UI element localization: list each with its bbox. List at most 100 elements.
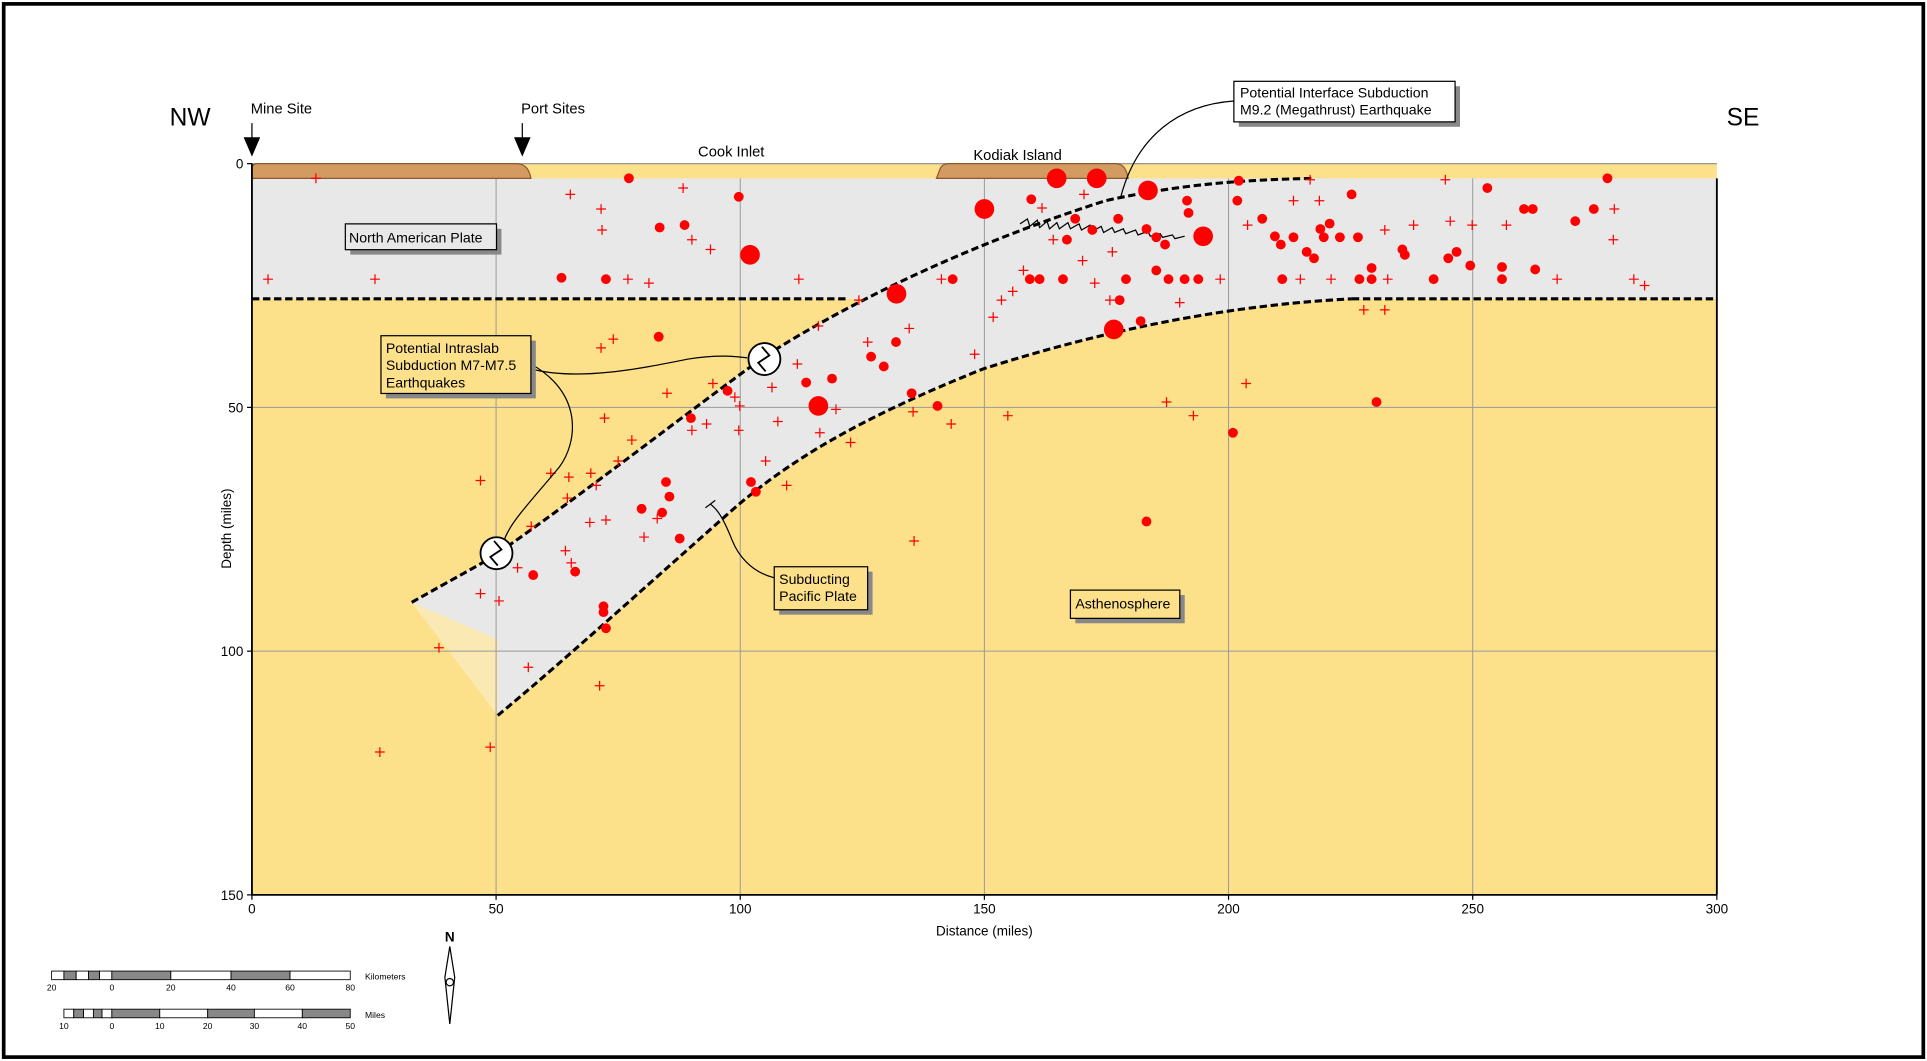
site-label: Mine Site <box>251 101 312 117</box>
quake-dot <box>1497 274 1507 284</box>
scale-segment <box>84 1009 94 1018</box>
quake-dot <box>1193 226 1213 246</box>
scale-tick-label: 40 <box>298 1021 308 1031</box>
quake-dot <box>686 413 696 423</box>
quake-dot <box>1232 196 1242 206</box>
quake-dot <box>1058 274 1068 284</box>
direction-label: NW <box>170 105 212 132</box>
quake-dot <box>570 567 580 577</box>
quake-dot <box>887 284 907 304</box>
quake-dot <box>1234 176 1244 186</box>
scale-segment <box>74 1009 84 1018</box>
place-label: Kodiak Island <box>973 148 1061 164</box>
scale-segment <box>64 1009 74 1018</box>
quake-dot <box>746 477 756 487</box>
quake-dot <box>1497 262 1507 272</box>
x-tick-label: 150 <box>973 901 996 916</box>
scale-tick-label: 0 <box>109 1021 114 1031</box>
quake-dot <box>1142 517 1152 527</box>
site-arrow <box>515 123 530 155</box>
quake-dot <box>723 386 733 396</box>
chart: Distance (miles) Depth (miles) 050100150… <box>0 0 1927 1061</box>
page: {"chart_data":{"type":"scatter", "xlabel… <box>0 0 1927 1061</box>
quake-dot <box>907 388 917 398</box>
scale-tick-label: 10 <box>155 1021 165 1031</box>
quake-dot <box>1589 204 1599 214</box>
plate-label: Asthenosphere <box>1075 596 1170 612</box>
quake-dot <box>665 492 675 502</box>
quake-dot <box>1309 253 1319 263</box>
quake-dot <box>734 192 744 202</box>
scale-segment <box>290 971 350 980</box>
quake-dot <box>1277 274 1287 284</box>
callout-text: M9.2 (Megathrust) Earthquake <box>1240 101 1432 117</box>
quake-dot <box>1026 194 1036 204</box>
quake-dot <box>1104 320 1124 340</box>
quake-dot <box>1151 266 1161 276</box>
scale-tick-label: 40 <box>226 983 236 993</box>
scale-segment <box>208 1009 255 1018</box>
site-label: Port Sites <box>521 101 585 117</box>
quake-dot <box>1115 295 1125 305</box>
quake-dot <box>1452 247 1462 257</box>
scale-tick-label: 30 <box>250 1021 260 1031</box>
quake-dot <box>655 223 665 233</box>
scale-segment <box>112 971 171 980</box>
scale-segment <box>102 1009 112 1018</box>
scale-tick-label: 20 <box>166 983 176 993</box>
quake-dot <box>661 477 671 487</box>
quake-dot <box>975 199 995 219</box>
north-arrow-center <box>446 978 453 985</box>
quake-dot <box>1121 274 1131 284</box>
quake-dot <box>1035 274 1045 284</box>
quake-dot <box>528 570 538 580</box>
x-tick-label: 100 <box>729 901 752 916</box>
quake-dot <box>1354 274 1364 284</box>
y-tick-label: 150 <box>221 888 244 903</box>
quake-dot <box>1603 173 1613 183</box>
quake-dot <box>1062 235 1072 245</box>
quake-dot <box>1530 265 1540 275</box>
callout-text: Pacific Plate <box>779 588 857 604</box>
quake-dot <box>1400 250 1410 260</box>
scale-unit: Miles <box>365 1010 385 1020</box>
quake-dot <box>1160 240 1170 250</box>
quake-dot <box>1367 263 1377 273</box>
quake-dot <box>801 378 811 388</box>
scale-segment <box>100 971 112 980</box>
quake-dot <box>1528 204 1538 214</box>
x-tick-label: 300 <box>1706 901 1729 916</box>
scale-tick-label: 50 <box>345 1021 355 1031</box>
x-axis-title: Distance (miles) <box>936 923 1033 938</box>
quake-dot <box>1164 274 1174 284</box>
site-arrow <box>245 123 260 155</box>
quake-dot <box>1519 204 1529 214</box>
quake-dot <box>751 487 761 497</box>
quake-dot <box>657 508 667 518</box>
y-axis-title: Depth (miles) <box>219 489 234 569</box>
scale-tick-label: 0 <box>109 983 114 993</box>
callout-text: Subducting <box>779 571 850 587</box>
quake-dot <box>1443 253 1453 263</box>
x-tick-label: 0 <box>248 901 256 916</box>
mainland <box>252 164 531 179</box>
quake-dot <box>1367 274 1377 284</box>
quake-dot <box>1087 225 1097 235</box>
quake-dot <box>1113 214 1123 224</box>
north-label: N <box>445 930 455 945</box>
scale-segment <box>302 1009 350 1018</box>
quake-dot <box>680 220 690 230</box>
y-tick-label: 100 <box>221 644 244 659</box>
quake-dot <box>827 374 837 384</box>
quake-dot <box>1257 214 1267 224</box>
quake-dot <box>1465 261 1475 271</box>
quake-dot <box>1182 196 1192 206</box>
quake-dot <box>624 173 634 183</box>
scale-tick-label: 60 <box>285 983 295 993</box>
callout-text: Earthquakes <box>386 374 465 390</box>
scale-segment <box>231 971 290 980</box>
scale-unit: Kilometers <box>365 972 406 982</box>
quake-dot <box>1138 181 1158 201</box>
scale-segment <box>52 971 64 980</box>
